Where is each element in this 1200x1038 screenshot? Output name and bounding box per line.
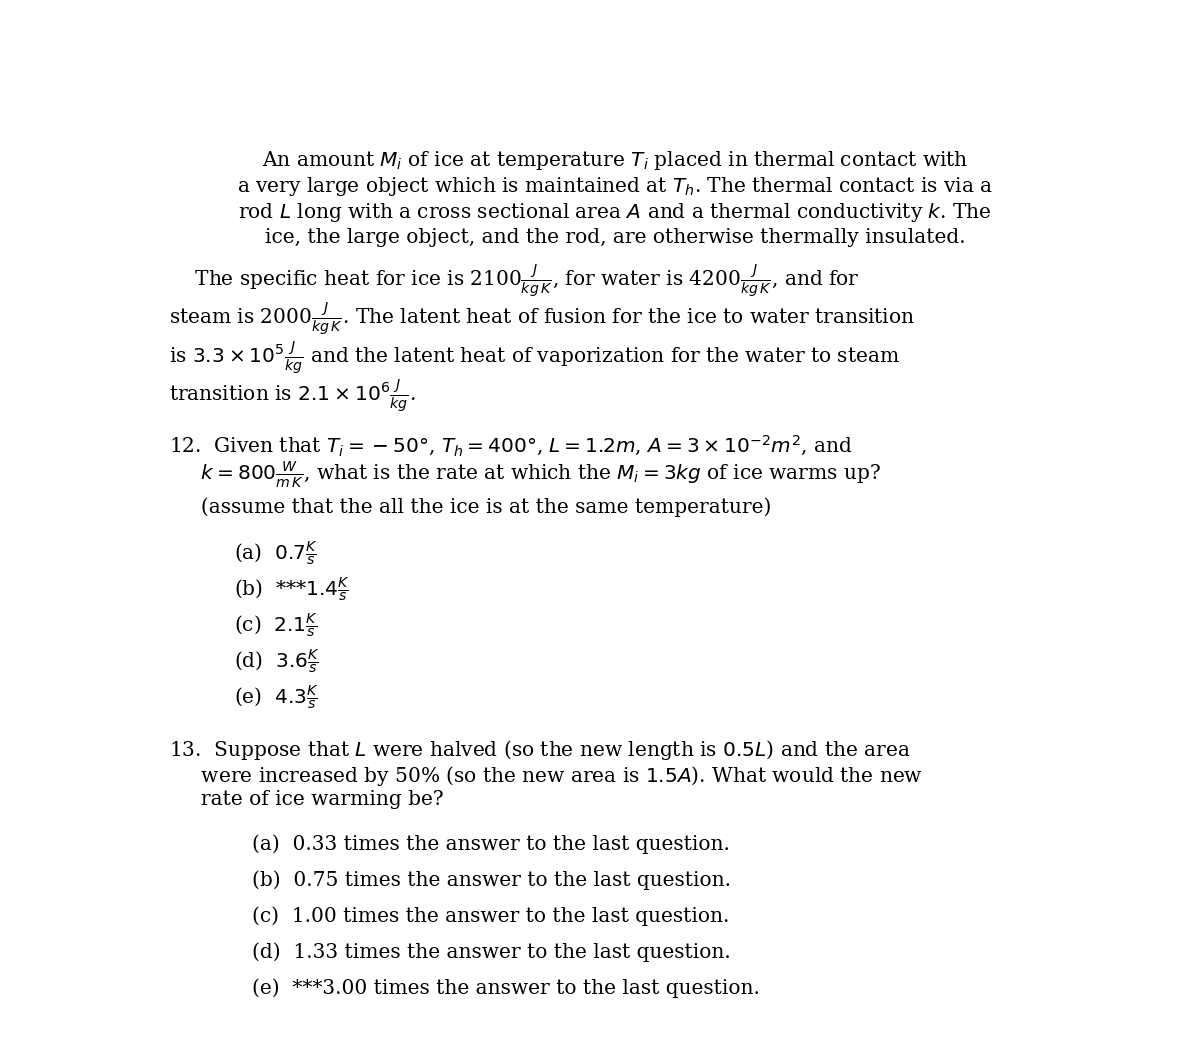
Text: steam is 2000$\frac{J}{kg\,K}$. The latent heat of fusion for the ice to water t: steam is 2000$\frac{J}{kg\,K}$. The late… xyxy=(168,300,914,337)
Text: 12.  Given that $T_i = -50°$, $T_h = 400°$, $L = 1.2m$, $A = 3 \times 10^{-2}m^2: 12. Given that $T_i = -50°$, $T_h = 400°… xyxy=(168,433,852,458)
Text: $k = 800\frac{W}{m\,K}$, what is the rate at which the $M_i = 3kg$ of ice warms : $k = 800\frac{W}{m\,K}$, what is the rat… xyxy=(168,460,881,490)
Text: rate of ice warming be?: rate of ice warming be? xyxy=(168,790,443,810)
Text: (a)  0.33 times the answer to the last question.: (a) 0.33 times the answer to the last qu… xyxy=(252,835,730,854)
Text: The specific heat for ice is 2100$\frac{J}{kg\,K}$, for water is 4200$\frac{J}{k: The specific heat for ice is 2100$\frac{… xyxy=(168,262,859,299)
Text: (d)  $3.6\frac{K}{s}$: (d) $3.6\frac{K}{s}$ xyxy=(234,648,319,677)
Text: 13.  Suppose that $L$ were halved (so the new length is $0.5L$) and the area: 13. Suppose that $L$ were halved (so the… xyxy=(168,738,910,762)
Text: (assume that the all the ice is at the same temperature): (assume that the all the ice is at the s… xyxy=(168,498,770,518)
Text: (e)  ***3.00 times the answer to the last question.: (e) ***3.00 times the answer to the last… xyxy=(252,978,760,998)
Text: (a)  $0.7\frac{K}{s}$: (a) $0.7\frac{K}{s}$ xyxy=(234,540,317,569)
Text: is $3.3 \times 10^5\frac{J}{kg}$ and the latent heat of vaporization for the wat: is $3.3 \times 10^5\frac{J}{kg}$ and the… xyxy=(168,338,900,376)
Text: (e)  $4.3\frac{K}{s}$: (e) $4.3\frac{K}{s}$ xyxy=(234,684,318,712)
Text: (b)  ***$1.4\frac{K}{s}$: (b) ***$1.4\frac{K}{s}$ xyxy=(234,576,349,604)
Text: transition is $2.1 \times 10^6\frac{J}{kg}$.: transition is $2.1 \times 10^6\frac{J}{k… xyxy=(168,377,415,414)
Text: rod $L$ long with a cross sectional area $A$ and a thermal conductivity $k$. The: rod $L$ long with a cross sectional area… xyxy=(239,201,991,224)
Text: ice, the large object, and the rod, are otherwise thermally insulated.: ice, the large object, and the rod, are … xyxy=(265,227,965,247)
Text: (c)  1.00 times the answer to the last question.: (c) 1.00 times the answer to the last qu… xyxy=(252,906,730,926)
Text: (b)  0.75 times the answer to the last question.: (b) 0.75 times the answer to the last qu… xyxy=(252,870,731,890)
Text: (d)  1.33 times the answer to the last question.: (d) 1.33 times the answer to the last qu… xyxy=(252,943,731,962)
Text: An amount $M_i$ of ice at temperature $T_i$ placed in thermal contact with: An amount $M_i$ of ice at temperature $T… xyxy=(262,148,968,171)
Text: were increased by 50% (so the new area is $1.5A$). What would the new: were increased by 50% (so the new area i… xyxy=(168,764,923,788)
Text: (c)  $2.1\frac{K}{s}$: (c) $2.1\frac{K}{s}$ xyxy=(234,612,318,640)
Text: a very large object which is maintained at $T_h$. The thermal contact is via a: a very large object which is maintained … xyxy=(238,175,992,198)
